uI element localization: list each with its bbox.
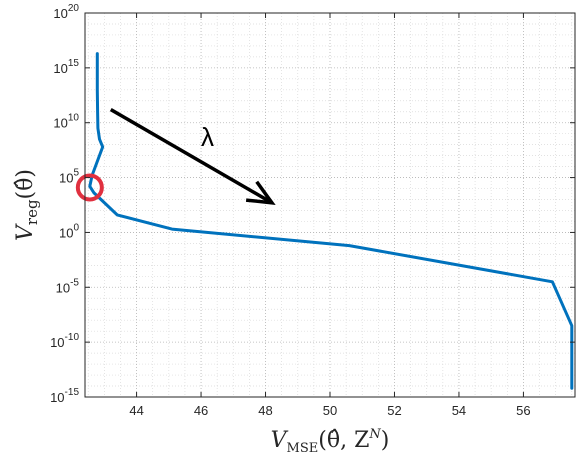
grid-minor (85, 13, 575, 397)
x-tick-label: 50 (323, 403, 337, 418)
series-layer (88, 52, 574, 390)
optimum-highlight-circle (75, 173, 104, 202)
x-tick-label: 52 (387, 403, 401, 418)
x-axis-label-close: ) (381, 428, 390, 453)
y-tick-label: 10-10 (50, 332, 79, 350)
lambda-label: λ (201, 122, 214, 152)
y-tick-label: 1010 (53, 113, 79, 131)
y-tick-labels: 10-15 10-10 10-5 100 105 1010 1015 1020 (50, 3, 575, 405)
y-tick-label: 100 (59, 222, 79, 240)
x-tick-label: 54 (452, 403, 466, 418)
x-axis-label-sup: N (368, 427, 381, 442)
y-tick-label: 10-5 (56, 277, 80, 295)
lambda-arrow-shaft (109, 108, 273, 205)
y-tick-label: 1020 (53, 3, 79, 21)
x-axis-label: VMSE(θ̂, ZN) (271, 427, 390, 456)
y-axis-label-main: V (13, 223, 38, 241)
y-axis-label-sub: reg (23, 199, 41, 225)
x-tick-label: 48 (258, 403, 272, 418)
lambda-arrow-head (245, 180, 276, 205)
y-tick-label: 105 (59, 168, 79, 186)
y-tick-label: 1015 (53, 58, 79, 76)
y-tick-label: 10-15 (50, 387, 79, 405)
x-tick-label: 44 (129, 403, 143, 418)
y-axis-label-args: (θ̂) (13, 169, 38, 199)
x-axis-label-sub: MSE (287, 441, 319, 456)
y-axis-label: Vreg(θ̂) (13, 169, 41, 241)
x-axis-label-args: (θ̂, Z (318, 428, 369, 453)
annotation-layer: λ (75, 108, 276, 205)
x-tick-labels: 44 46 48 50 52 54 56 (129, 13, 531, 418)
x-axis-label-main: V (271, 428, 289, 453)
x-tick-label: 56 (516, 403, 530, 418)
x-tick-label: 46 (194, 403, 208, 418)
series-line (88, 52, 574, 390)
